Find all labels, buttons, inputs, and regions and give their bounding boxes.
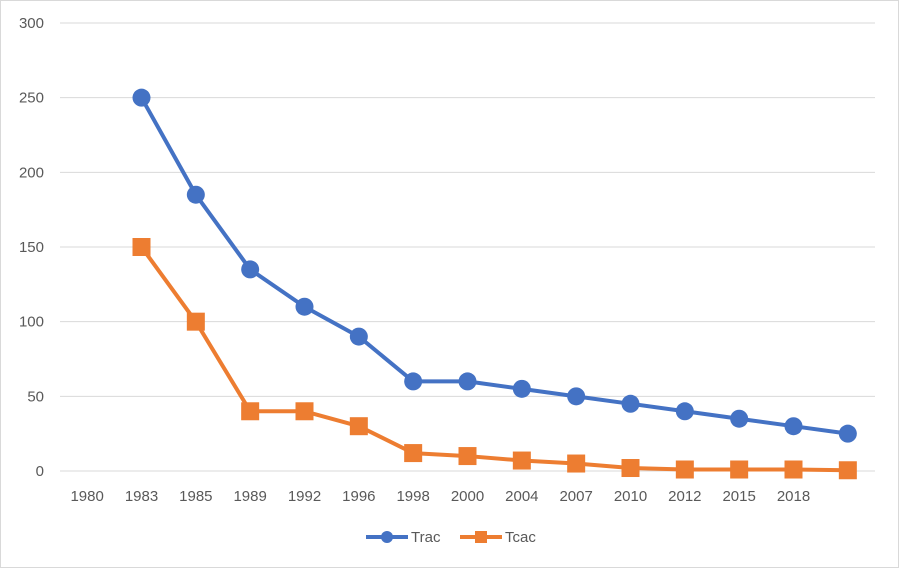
data-point: [186, 312, 205, 331]
data-point: [132, 88, 151, 107]
legend: Trac Tcac: [366, 529, 536, 546]
data-point: [621, 394, 640, 413]
x-tick-label: 1985: [179, 488, 212, 505]
y-axis-ticks: 0 50 100 150 200 250 300: [19, 15, 44, 480]
data-point: [512, 379, 531, 398]
x-tick-label: 2004: [505, 488, 538, 505]
x-tick-label: 2012: [668, 488, 701, 505]
data-point: [295, 297, 314, 316]
data-point: [349, 417, 368, 436]
data-point: [186, 185, 205, 204]
series-line: [139, 95, 850, 436]
x-tick-label: 1980: [70, 488, 103, 505]
x-tick-label: 2010: [614, 488, 647, 505]
y-tick-label: 100: [19, 314, 44, 331]
legend-marker: [381, 531, 393, 543]
x-tick-label: 1992: [288, 488, 321, 505]
x-tick-label: 2015: [722, 488, 755, 505]
x-tick-label: 2007: [559, 488, 592, 505]
y-tick-label: 250: [19, 90, 44, 107]
data-point: [295, 402, 314, 421]
data-point: [730, 409, 749, 428]
data-point: [512, 451, 531, 470]
data-point: [567, 387, 586, 406]
series-tcac: [132, 238, 857, 480]
legend-item-trac: Trac: [366, 529, 441, 546]
data-point: [675, 460, 694, 479]
data-point: [458, 372, 477, 391]
data-point: [838, 424, 857, 443]
legend-label: Tcac: [505, 529, 536, 546]
x-tick-label: 2000: [451, 488, 484, 505]
legend-marker: [475, 531, 487, 543]
data-point: [838, 461, 857, 480]
y-tick-label: 200: [19, 164, 44, 181]
series-trac: [132, 88, 857, 443]
y-tick-label: 300: [19, 15, 44, 32]
data-point: [567, 454, 586, 473]
data-point: [784, 417, 803, 436]
legend-item-tcac: Tcac: [460, 529, 536, 546]
x-tick-label: 2018: [777, 488, 810, 505]
gridlines: [60, 22, 875, 472]
data-point: [404, 444, 423, 463]
data-point: [241, 402, 260, 421]
x-tick-label: 1983: [125, 488, 158, 505]
x-tick-label: 1998: [396, 488, 429, 505]
x-tick-label: 1989: [233, 488, 266, 505]
y-tick-label: 150: [19, 239, 44, 256]
series-layer: [132, 88, 857, 480]
data-point: [132, 238, 151, 256]
x-tick-label: 1996: [342, 488, 375, 505]
legend-label: Trac: [411, 529, 441, 546]
data-point: [404, 372, 423, 391]
data-point: [730, 460, 749, 479]
series-line: [139, 245, 850, 473]
y-tick-label: 50: [27, 388, 44, 405]
data-point: [784, 460, 803, 479]
data-point: [349, 327, 368, 346]
x-axis-ticks: 1980 1983 1985 1989 1992 1996 1998 2000 2004 2007…: [70, 488, 810, 505]
data-point: [241, 260, 260, 279]
y-tick-label: 0: [36, 463, 44, 480]
data-point: [458, 447, 477, 466]
data-point: [675, 402, 694, 421]
data-point: [621, 459, 640, 478]
